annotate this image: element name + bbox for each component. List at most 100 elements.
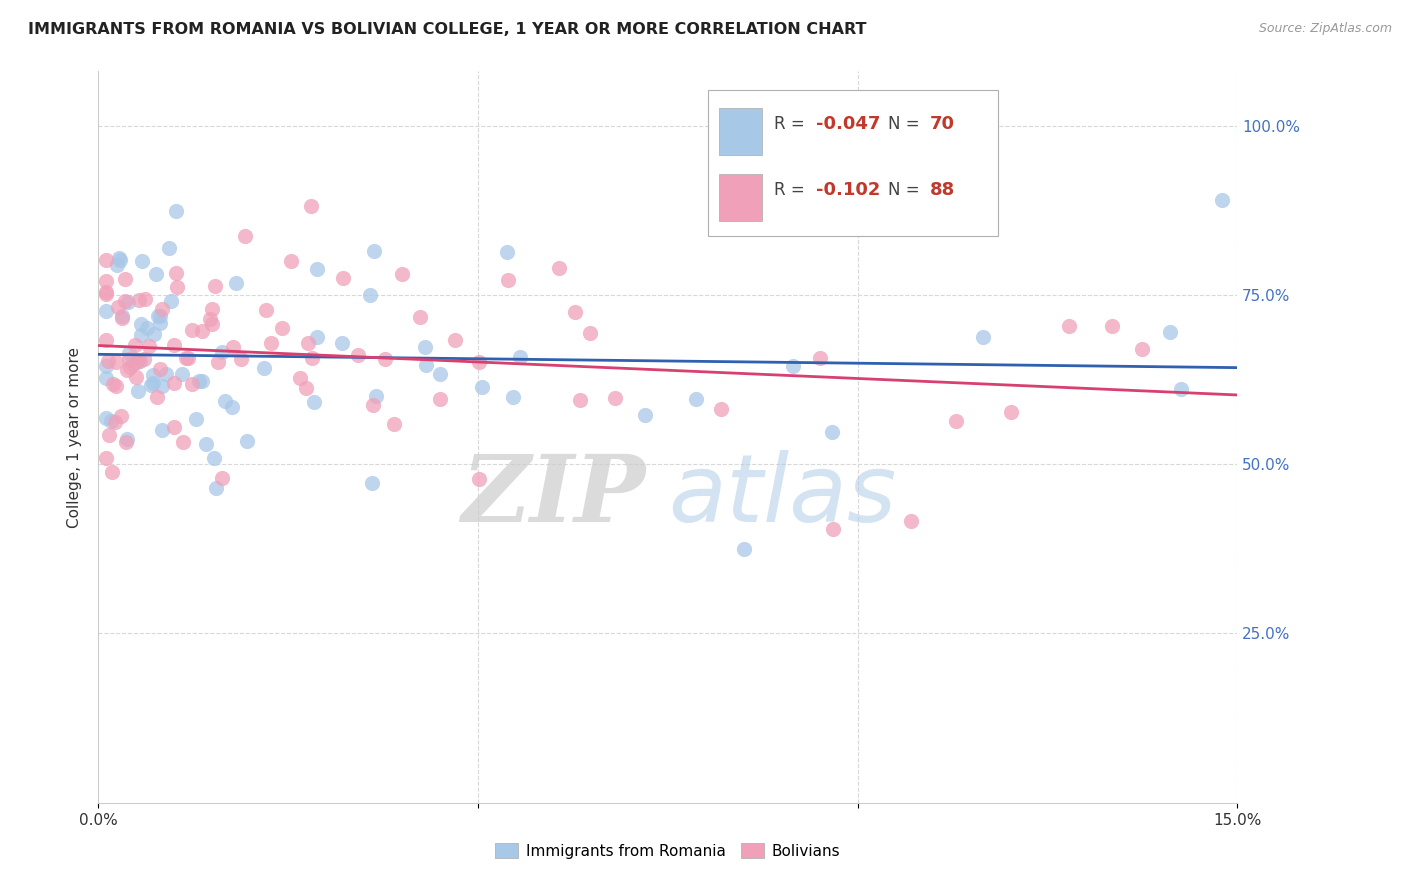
Point: [132, 351, 155, 366]
Point: [110, 252, 132, 267]
Point: [107, 300, 129, 314]
Point: [115, 363, 138, 377]
Point: [100, 465, 122, 479]
Point: [142, 376, 165, 391]
Point: [191, 375, 214, 389]
Point: [100, 414, 122, 428]
Point: [138, 339, 160, 353]
Point: [304, 395, 326, 409]
Point: [1130, 343, 1153, 357]
Point: [782, 359, 804, 374]
Text: atlas: atlas: [668, 450, 896, 541]
Point: [94, 371, 117, 385]
Point: [111, 310, 134, 324]
Point: [198, 311, 221, 326]
Point: [211, 344, 233, 359]
Point: [145, 268, 167, 282]
Point: [96, 274, 118, 288]
Point: [468, 355, 491, 369]
Point: [569, 393, 592, 408]
Point: [163, 338, 186, 352]
Point: [125, 355, 148, 369]
Point: [124, 337, 146, 351]
Point: [496, 273, 519, 287]
Point: [118, 345, 141, 359]
Point: [332, 271, 354, 285]
Point: [143, 327, 166, 342]
Point: [160, 294, 183, 309]
Point: [204, 279, 226, 293]
Point: [150, 423, 173, 437]
Text: Source: ZipAtlas.com: Source: ZipAtlas.com: [1258, 22, 1392, 36]
Point: [108, 251, 131, 265]
Point: [142, 368, 165, 382]
Point: [94, 253, 117, 268]
Point: [134, 292, 156, 306]
Text: -0.047: -0.047: [815, 115, 880, 133]
Point: [104, 415, 127, 429]
Point: [155, 367, 177, 381]
Point: [305, 329, 328, 343]
Point: [972, 330, 994, 344]
Point: [150, 301, 173, 316]
Bar: [718, 108, 762, 155]
Point: [502, 390, 524, 404]
Point: [145, 390, 167, 404]
Point: [163, 376, 186, 391]
Point: [280, 254, 302, 268]
Point: [1159, 325, 1181, 339]
Point: [121, 357, 143, 371]
Point: [207, 355, 229, 369]
Point: [299, 199, 322, 213]
Point: [364, 389, 387, 403]
Point: [301, 351, 323, 365]
Bar: [718, 174, 762, 221]
Text: N =: N =: [887, 181, 925, 199]
Point: [162, 419, 184, 434]
Point: [105, 378, 128, 392]
Text: R =: R =: [773, 181, 810, 199]
Point: [259, 336, 281, 351]
Point: [136, 321, 159, 335]
Point: [603, 392, 626, 406]
Point: [176, 351, 198, 366]
Point: [101, 377, 124, 392]
Point: [114, 435, 136, 450]
Text: 70: 70: [929, 115, 955, 133]
Point: [415, 358, 437, 372]
Point: [98, 428, 121, 442]
Point: [195, 436, 218, 450]
Point: [363, 398, 385, 412]
Point: [188, 375, 211, 389]
Point: [127, 384, 149, 399]
Point: [146, 309, 169, 323]
Point: [468, 472, 491, 486]
Point: [900, 514, 922, 528]
Point: [236, 434, 259, 448]
Text: -0.102: -0.102: [815, 181, 880, 199]
Point: [330, 335, 353, 350]
Point: [945, 414, 967, 428]
Point: [149, 316, 172, 330]
Text: 88: 88: [929, 181, 955, 199]
Point: [114, 294, 136, 309]
Text: R =: R =: [773, 115, 810, 133]
Point: [174, 351, 197, 365]
Point: [180, 323, 202, 337]
Point: [94, 303, 117, 318]
Y-axis label: College, 1 year or more: College, 1 year or more: [67, 347, 83, 527]
Point: [201, 317, 224, 331]
Point: [290, 371, 312, 385]
Point: [710, 402, 733, 417]
Point: [104, 354, 127, 368]
Point: [391, 267, 413, 281]
Point: [97, 353, 120, 368]
Point: [685, 392, 707, 406]
Point: [211, 470, 233, 484]
Point: [429, 367, 451, 381]
Point: [94, 286, 117, 301]
Point: [165, 204, 187, 219]
Text: IMMIGRANTS FROM ROMANIA VS BOLIVIAN COLLEGE, 1 YEAR OR MORE CORRELATION CHART: IMMIGRANTS FROM ROMANIA VS BOLIVIAN COLL…: [28, 22, 866, 37]
Point: [1000, 405, 1022, 419]
Point: [295, 381, 318, 395]
